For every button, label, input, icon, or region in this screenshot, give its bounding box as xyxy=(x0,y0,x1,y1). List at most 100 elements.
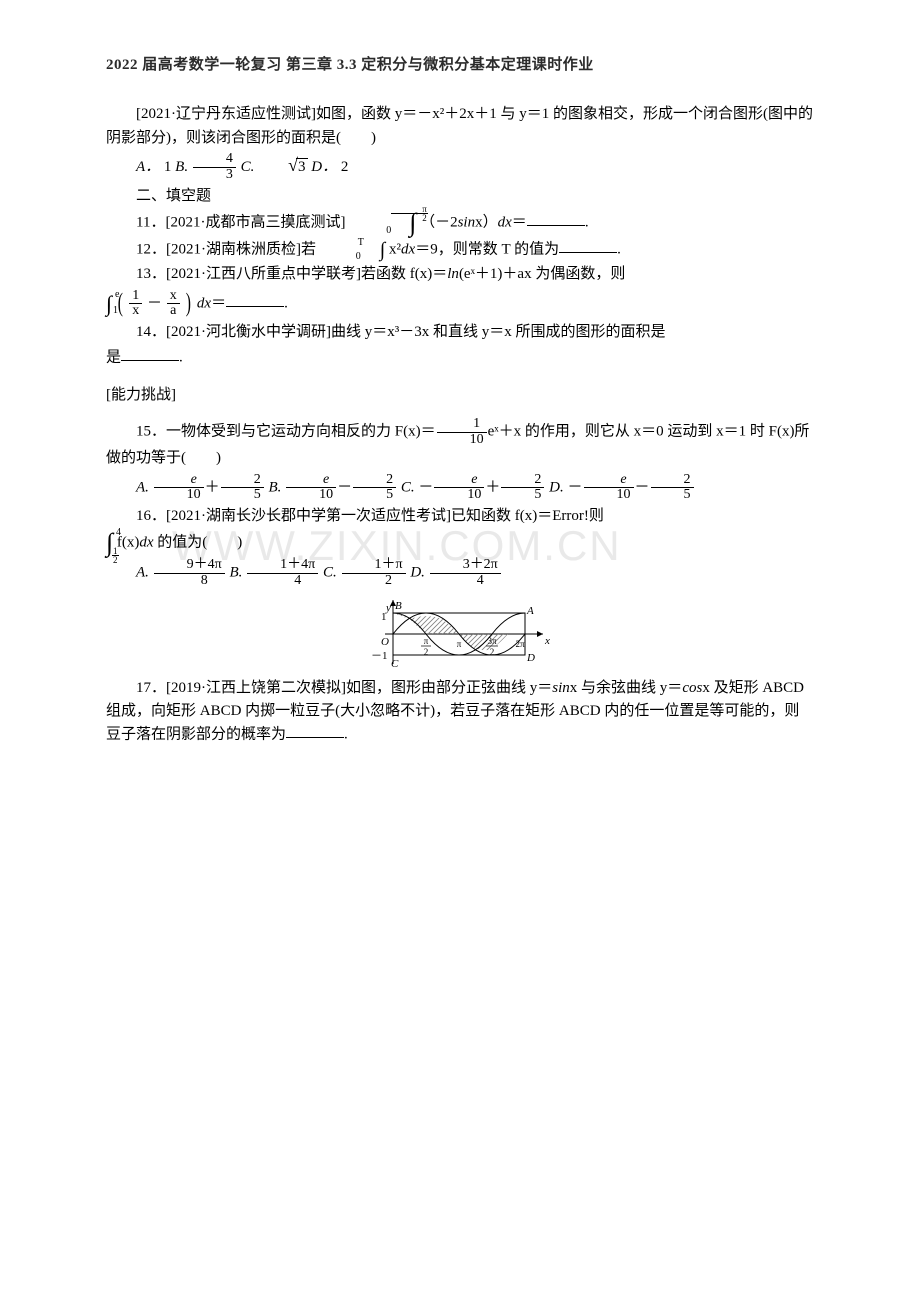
q10-A: 1 xyxy=(164,159,172,175)
q13: 13．[2021·江西八所重点中学联考]若函数 f(x)＝ln(eˣ＋1)＋ax… xyxy=(106,263,814,286)
q16-line2: ∫ 4 12 f(x)dx 的值为( ) xyxy=(106,530,814,556)
q15-Ad: 10 xyxy=(154,488,204,503)
q11-period: . xyxy=(585,214,589,230)
q10-B-label: B. xyxy=(175,159,188,175)
q10-A-label: A． xyxy=(136,159,160,175)
q12-label: 12． xyxy=(136,241,166,257)
q16-dx: dx xyxy=(139,535,153,551)
q16-pre: 已知函数 f(x)＝ xyxy=(451,508,552,524)
q14-src: [2021·河北衡水中学调研] xyxy=(166,324,331,340)
q16-label: 16． xyxy=(136,508,166,524)
q17-mid1: x 与余弦曲线 y＝ xyxy=(570,680,683,696)
q16-src: [2021·湖南长沙长郡中学第一次适应性考试] xyxy=(166,508,451,524)
q15-Bd: 10 xyxy=(286,488,336,503)
q13-f2n: x xyxy=(167,289,180,305)
q15-B: B. xyxy=(268,479,281,495)
q14-line2: 是. xyxy=(106,346,814,370)
q15-Dn2: 2 xyxy=(651,473,694,489)
q15-Dd: 10 xyxy=(584,488,634,503)
q16-tail: 的值为( ) xyxy=(154,535,243,551)
q10-D-label: D． xyxy=(311,159,337,175)
q13-src: [2021·江西八所重点中学联考] xyxy=(166,266,361,282)
challenge-heading: [能力挑战] xyxy=(106,384,814,407)
q15-C: C. xyxy=(401,479,415,495)
q13-eq: ＝ xyxy=(211,295,226,311)
q15-pre: 一物体受到与它运动方向相反的力 F(x)＝ xyxy=(166,424,436,440)
doc-header: 2022 届高考数学一轮复习 第三章 3.3 定积分与微积分基本定理课时作业 xyxy=(106,54,814,77)
q16-Bn: 1＋4π xyxy=(247,558,318,574)
q15-Dd2: 5 xyxy=(651,488,694,503)
q15-Cd: 10 xyxy=(434,488,484,503)
q15-Bn2: 2 xyxy=(353,473,396,489)
q10-C-sqrt: √3 xyxy=(258,152,307,180)
q16-Cn: 1＋π xyxy=(342,558,406,574)
q16-lo-d: 2 xyxy=(112,556,119,564)
svg-text:3π: 3π xyxy=(487,636,497,646)
q13-dx: dx xyxy=(197,295,211,311)
q17-sin: sin xyxy=(552,680,570,696)
q13-pre: 若函数 f(x)＝ xyxy=(361,266,447,282)
q11-src: [2021·成都市高三摸底测试] xyxy=(165,214,345,230)
q16-Bd: 4 xyxy=(247,574,318,589)
q15-Ad2: 5 xyxy=(221,488,264,503)
lparen-icon: ( xyxy=(118,293,123,314)
q11-int-up-den: 2 xyxy=(391,214,428,222)
section-fill: 二、填空题 xyxy=(106,185,814,208)
q12-body: x² xyxy=(389,241,401,257)
q16-C: C. xyxy=(323,565,337,581)
q15-An: e xyxy=(154,473,204,489)
q14-text: 曲线 y＝x³－3x 和直线 y＝x 所围成的图形的面积是 xyxy=(331,324,666,340)
q14-period: . xyxy=(179,349,183,365)
fig-D: D xyxy=(526,652,535,664)
q10-B-frac: 43 xyxy=(193,152,236,182)
q15-Cp: ＋ xyxy=(485,479,500,495)
q12-eq: ＝9，则常数 T 的值为 xyxy=(415,241,559,257)
q10-C-label: C. xyxy=(241,159,255,175)
fig-B: B xyxy=(395,600,402,612)
q11-label: 11． xyxy=(136,214,165,230)
q16-options: A. 9＋4π8 B. 1＋4π4 C. 1＋π2 D. 3＋2π4 xyxy=(106,558,814,588)
q13-frac1: 1x xyxy=(129,289,142,319)
q13-minus: － xyxy=(147,295,162,311)
q15-Cd2: 5 xyxy=(501,488,544,503)
q13-f1n: 1 xyxy=(129,289,142,305)
q13-frac2: xa xyxy=(167,289,180,319)
q11-blank xyxy=(527,211,585,226)
q15-Cpre: － xyxy=(418,479,433,495)
q13-blank xyxy=(226,292,284,307)
q13-ln: ln xyxy=(447,266,459,282)
q10-options: A． 1 B. 43 C. √3 D． 2 xyxy=(106,152,814,183)
svg-text:2π: 2π xyxy=(515,639,525,649)
q16-A: A. xyxy=(136,565,149,581)
q13-line2: ∫ e 1 ( 1x － xa ) dx＝. xyxy=(106,289,814,319)
q10-D: 2 xyxy=(341,159,349,175)
q13-f2d: a xyxy=(167,304,180,319)
fig-x-label: x xyxy=(544,635,550,647)
q15-Ap: ＋ xyxy=(205,479,220,495)
q14: 14．[2021·河北衡水中学调研]曲线 y＝x³－3x 和直线 y＝x 所围成… xyxy=(106,321,814,344)
q15-An2: 2 xyxy=(221,473,264,489)
q10-B-num: 4 xyxy=(193,152,236,168)
q16-D: D. xyxy=(410,565,425,581)
q14-blank xyxy=(121,346,179,361)
q15-Dpre: － xyxy=(568,479,583,495)
q12: 12．[2021·湖南株洲质检]若 ∫ T 0 x²dx＝9，则常数 T 的值为… xyxy=(106,238,814,262)
q12-integral: ∫ T 0 xyxy=(320,238,385,261)
q17-cos: cos xyxy=(682,680,702,696)
q15-Bd2: 5 xyxy=(353,488,396,503)
q11-dx: dx xyxy=(498,214,512,230)
q16-post: 则 xyxy=(589,508,604,524)
q10-src: [2021·辽宁丹东适应性测试] xyxy=(136,106,316,122)
q11-body2: x） xyxy=(475,214,498,230)
q15-Dn: e xyxy=(584,473,634,489)
q13-period: . xyxy=(284,295,288,311)
fig-neg1: －1 xyxy=(371,650,388,662)
q17-period: . xyxy=(344,726,348,742)
q15: 15．一物体受到与它运动方向相反的力 F(x)＝110eˣ＋x 的作用，则它从 … xyxy=(106,417,814,471)
q17-blank xyxy=(286,723,344,738)
q16-An: 9＋4π xyxy=(154,558,225,574)
svg-text:π: π xyxy=(457,639,462,649)
q15-Cn: e xyxy=(434,473,484,489)
q17-figure: y x 1 －1 O B A C D π2 π 3π2 2π xyxy=(365,593,555,675)
q10-stem: [2021·辽宁丹东适应性测试]如图，函数 y＝－x²＋2x＋1 与 y＝1 的… xyxy=(106,103,814,150)
